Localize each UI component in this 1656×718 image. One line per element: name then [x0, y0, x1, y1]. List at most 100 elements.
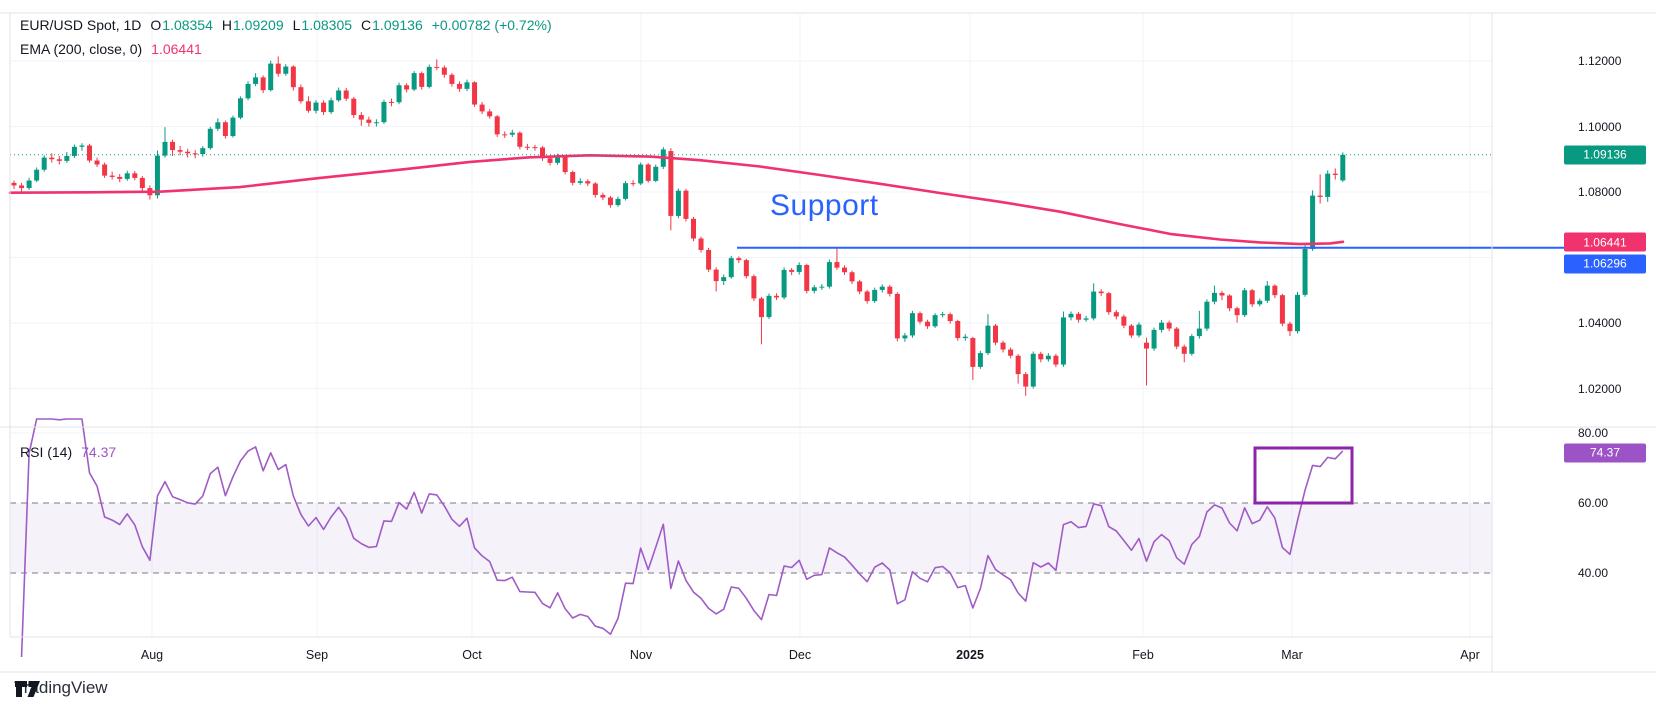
- candle-body: [1038, 353, 1044, 360]
- time-tick-label-feb[interactable]: Feb: [1132, 648, 1154, 662]
- candle-body: [1030, 353, 1036, 387]
- rsi-title[interactable]: RSI (14): [20, 444, 73, 460]
- candle-body: [691, 218, 696, 239]
- candle-body: [1196, 328, 1202, 337]
- candle-body: [1310, 195, 1316, 249]
- candle-body: [71, 146, 77, 156]
- candle-body: [1234, 308, 1240, 316]
- candle-body: [1264, 285, 1270, 301]
- candle-body: [562, 155, 568, 173]
- candle-body: [56, 159, 62, 161]
- candle-body: [751, 276, 757, 299]
- candle-body: [41, 157, 47, 170]
- time-tick-label-aug[interactable]: Aug: [140, 648, 164, 662]
- rsi-legend: RSI (14) 74.37: [20, 444, 116, 460]
- candle-body: [343, 90, 349, 99]
- candle-body: [1279, 295, 1285, 324]
- candle-body: [238, 98, 243, 118]
- candle-body: [826, 262, 832, 287]
- candle-body: [1053, 355, 1059, 365]
- candle-body: [358, 115, 364, 120]
- candle-body: [872, 289, 878, 302]
- candle-body: [1060, 317, 1066, 365]
- rsi-badge: 74.37: [1564, 443, 1646, 463]
- ema-legend: EMA (200, close, 0) 1.06441: [20, 41, 202, 57]
- time-tick-label-dec[interactable]: Dec: [788, 648, 812, 662]
- candle-body: [857, 281, 863, 292]
- candle-body: [351, 98, 357, 116]
- candle-body: [102, 164, 108, 176]
- tradingview-logo[interactable]: TradingView: [14, 678, 108, 698]
- price-tick-label: 1.12000: [1578, 54, 1622, 68]
- candle-body: [977, 353, 983, 367]
- ema-title[interactable]: EMA (200, close, 0): [20, 41, 143, 57]
- candle-body: [411, 73, 417, 90]
- candle-body: [177, 150, 183, 152]
- candle-body: [1302, 248, 1308, 295]
- candle-body: [585, 181, 591, 184]
- candle-body: [441, 67, 447, 75]
- rsi-tick-label: 40.00: [1578, 566, 1609, 580]
- candle-body: [1121, 316, 1127, 326]
- candle-body: [1272, 285, 1278, 296]
- candle-body: [26, 180, 32, 189]
- time-tick-label-sep[interactable]: Sep: [305, 648, 329, 662]
- candle-body: [19, 185, 25, 189]
- price-tick-label: 1.04000: [1578, 316, 1622, 330]
- candle-body: [653, 166, 659, 181]
- ema-line[interactable]: [8, 154, 1345, 246]
- rsi-breakout-box[interactable]: [1253, 446, 1354, 505]
- candle-body: [713, 269, 719, 282]
- candle-body: [623, 183, 629, 199]
- candle-body: [162, 141, 168, 156]
- candle-body: [555, 155, 561, 163]
- candle-body: [698, 238, 704, 250]
- symbol-title[interactable]: EUR/USD Spot, 1D: [20, 17, 142, 33]
- candle-body: [638, 164, 644, 184]
- candle-body: [970, 338, 976, 367]
- candle-body: [940, 314, 946, 316]
- candle-body: [64, 155, 70, 161]
- candle-body: [389, 101, 394, 103]
- candlestick-series: [11, 56, 1346, 396]
- candle-body: [781, 269, 787, 298]
- candle-body: [1317, 195, 1323, 197]
- price-badge-last-price: 1.09136: [1564, 145, 1646, 165]
- time-tick-label-2025[interactable]: 2025: [956, 648, 984, 662]
- rsi-value: 74.37: [81, 444, 117, 460]
- candle-body: [222, 122, 228, 136]
- candle-body: [607, 197, 613, 206]
- ohlc-high: H 1.09209: [221, 17, 284, 33]
- candle-body: [139, 177, 145, 189]
- candle-body: [154, 155, 160, 196]
- candle-body: [109, 175, 115, 177]
- candle-body: [819, 286, 825, 288]
- candle-body: [192, 153, 198, 155]
- candle-body: [706, 249, 712, 270]
- time-tick-label-apr[interactable]: Apr: [1460, 648, 1480, 662]
- candle-body: [185, 151, 191, 154]
- candle-body: [1204, 301, 1210, 329]
- candle-body: [1015, 355, 1021, 375]
- candle-body: [683, 190, 689, 219]
- candle-body: [1174, 328, 1180, 347]
- candle-body: [124, 173, 130, 179]
- time-tick-label-oct[interactable]: Oct: [462, 648, 482, 662]
- candle-body: [932, 315, 938, 327]
- candle-body: [917, 313, 923, 322]
- candle-body: [811, 287, 817, 291]
- candle-body: [962, 336, 968, 339]
- candle-body: [1045, 355, 1051, 360]
- candle-body: [834, 262, 840, 268]
- candle-body: [1091, 291, 1097, 319]
- support-annotation-label[interactable]: Support: [770, 189, 879, 222]
- time-tick-label-mar[interactable]: Mar: [1281, 648, 1303, 662]
- candle-body: [864, 291, 870, 302]
- candle-body: [902, 335, 908, 339]
- candle-body: [434, 66, 440, 68]
- candle-body: [1340, 154, 1346, 181]
- time-tick-label-nov[interactable]: Nov: [629, 648, 653, 662]
- candle-body: [419, 73, 425, 87]
